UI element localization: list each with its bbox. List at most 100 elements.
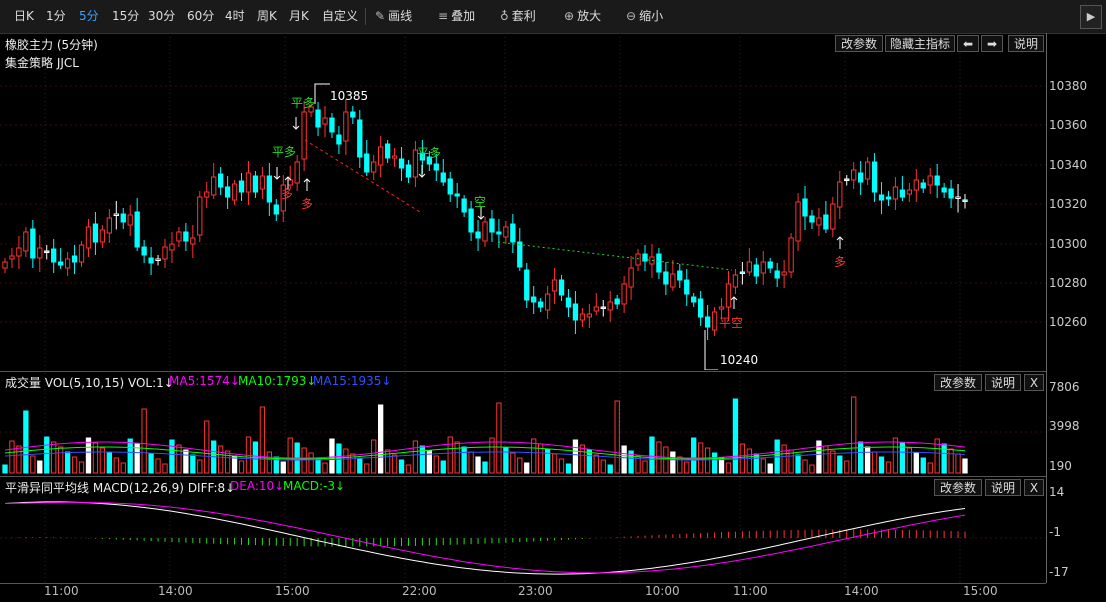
signal-arrow-icon	[292, 125, 300, 130]
candle-body	[579, 313, 586, 321]
volume-bar	[23, 410, 29, 474]
macd-tick: -17	[1049, 565, 1069, 579]
candle-body	[781, 271, 787, 276]
toolbar-next-button[interactable]: ▶	[1080, 5, 1102, 29]
macd-params-button[interactable]: 改参数	[934, 479, 982, 496]
candle-body	[461, 198, 467, 213]
volume-bar	[844, 460, 850, 474]
volume-bar	[704, 447, 711, 474]
vol-ma5-line	[4, 441, 966, 459]
volume-bar	[391, 454, 398, 474]
time-tick: 22:00	[402, 584, 437, 598]
candle-body	[823, 214, 829, 230]
candle-body	[551, 279, 558, 292]
candle-body	[238, 180, 245, 193]
vol-help-button[interactable]: 说明	[985, 374, 1021, 391]
candle-body	[489, 218, 495, 233]
volume-bar	[343, 448, 349, 474]
volume-bar	[475, 456, 481, 474]
volume-bar	[781, 444, 787, 474]
volume-bar	[92, 442, 99, 474]
candle-body	[134, 211, 140, 248]
macd-close-icon[interactable]: X	[1024, 479, 1044, 496]
zoom-out-button[interactable]: ⊖ 缩小	[626, 0, 663, 33]
candle-body	[51, 248, 57, 263]
period-tab-5min[interactable]: 5分	[79, 9, 99, 23]
candle-body	[294, 161, 300, 184]
candle-body	[211, 176, 217, 196]
period-tab-weekly[interactable]: 周K	[257, 9, 277, 23]
price-tick: 10380	[1049, 79, 1088, 93]
candle-body	[301, 111, 307, 160]
candle-body	[2, 261, 8, 269]
time-tick: 14:00	[844, 584, 879, 598]
period-tab-1min[interactable]: 1分	[46, 9, 66, 23]
vol-close-icon[interactable]: X	[1024, 374, 1044, 391]
macd-chart	[0, 501, 1046, 575]
volume-bar	[183, 449, 189, 474]
period-tab-60min[interactable]: 60分	[187, 9, 215, 23]
candle-body	[830, 203, 836, 230]
period-tab-15min[interactable]: 15分	[112, 9, 140, 23]
main-help-button[interactable]: 说明	[1008, 35, 1044, 52]
period-tab-30min[interactable]: 30分	[148, 9, 176, 23]
volume-bar	[371, 439, 377, 474]
vol-ma10-value: MA10:1793↓	[238, 374, 317, 388]
candle-body	[155, 258, 161, 261]
volume-bar	[579, 444, 586, 474]
vol-tick: 3998	[1049, 419, 1080, 433]
price-tick: 10340	[1049, 158, 1088, 172]
candle-body	[371, 161, 377, 173]
period-tab-custom[interactable]: 自定义	[322, 9, 359, 23]
price-tick: 10320	[1049, 197, 1088, 211]
hide-main-indicator-button[interactable]: 隐藏主指标	[885, 35, 955, 52]
candle-body	[851, 169, 857, 181]
volume-bar	[913, 452, 919, 474]
volume-bar	[864, 446, 871, 474]
volume-bar	[795, 454, 801, 474]
macd-help-button[interactable]: 说明	[985, 479, 1021, 496]
volume-bar	[127, 438, 133, 474]
candle-body	[357, 119, 363, 158]
zoom-in-button[interactable]: ⊕ 放大	[564, 0, 601, 33]
period-tab-monthly[interactable]: 月K	[289, 9, 309, 23]
arbitrage-label: 套利	[511, 9, 536, 23]
candle-body	[482, 221, 488, 242]
vol-ma5-value: MA5:1574↓	[169, 374, 240, 388]
candle-body	[273, 204, 279, 215]
arrow-left-icon[interactable]: ⬅	[957, 35, 979, 52]
candle-body	[885, 196, 892, 200]
candle-body	[558, 279, 565, 296]
zoom-in-icon: ⊕	[564, 9, 575, 23]
draw-line-button[interactable]: ✎ 画线	[375, 0, 412, 33]
macd-dea-line	[4, 501, 966, 574]
candle-body	[468, 208, 474, 233]
price-tick: 10280	[1049, 276, 1088, 290]
volume-bar	[141, 408, 147, 474]
macd-tick: -1	[1049, 525, 1061, 539]
arbitrage-button[interactable]: ♁ 套利	[500, 0, 536, 33]
period-tab-4hour[interactable]: 4时	[225, 9, 245, 23]
volume-bar	[572, 439, 579, 474]
low-marker	[704, 330, 718, 370]
candle-body	[941, 187, 947, 193]
overlay-button[interactable]: ≡ 叠加	[438, 0, 475, 33]
volume-bar	[280, 461, 286, 474]
volume-bar	[155, 458, 161, 474]
period-tab-daily[interactable]: 日K	[14, 9, 34, 23]
arrow-right-icon[interactable]: ➡	[981, 35, 1003, 52]
candle-body	[642, 253, 648, 262]
volume-bar	[447, 436, 453, 474]
candle-body	[16, 247, 22, 257]
candle-body	[857, 172, 864, 183]
main-params-button[interactable]: 改参数	[835, 35, 883, 52]
volume-bar	[586, 449, 593, 474]
volume-bar	[725, 462, 732, 474]
signal-long: 多	[834, 255, 847, 269]
volume-bar	[120, 462, 126, 474]
vol-params-button[interactable]: 改参数	[934, 374, 982, 391]
volume-bar	[190, 454, 196, 474]
pencil-icon: ✎	[375, 9, 386, 23]
volume-bar	[162, 463, 168, 474]
volume-bar	[64, 451, 71, 474]
